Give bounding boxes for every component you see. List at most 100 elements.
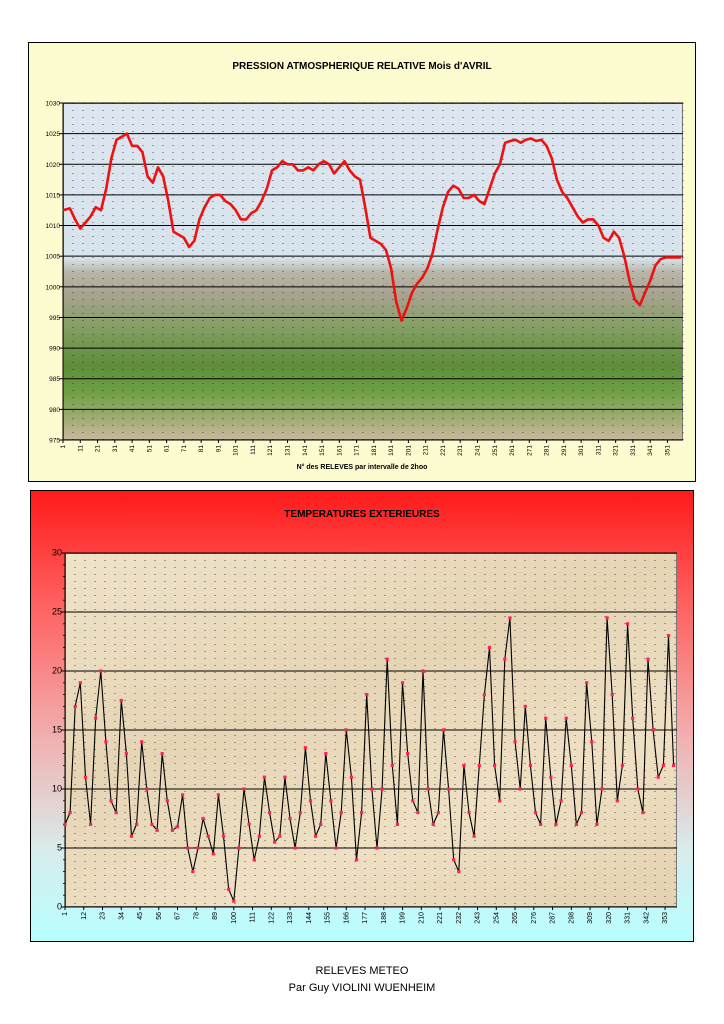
pressure-chart-svg: 975 980 985 990 995 1000 1005 1010 1015 1020 1025 1… [46, 101, 684, 456]
temperature-data-point [124, 752, 128, 756]
pressure-chart-title: PRESSION ATMOSPHERIQUE RELATIVE Mois d'A… [232, 61, 492, 72]
pressure-ytick-label: 1015 [46, 192, 61, 199]
temperature-data-point [564, 716, 568, 720]
pressure-ytick-label: 975 [49, 438, 60, 445]
temperature-data-point [232, 899, 236, 903]
temperature-data-point [605, 616, 609, 620]
pressure-xtick-label: 11 [77, 445, 84, 452]
pressure-xtick-label: 231 [457, 445, 464, 456]
temperature-data-point [94, 716, 98, 720]
pressure-xtick-label: 151 [319, 445, 326, 456]
temperature-data-point [104, 740, 108, 744]
temperature-ytick-label: 15 [52, 725, 62, 735]
pressure-xtick-label: 61 [164, 445, 171, 453]
temperature-xtick-label: 23 [100, 912, 107, 920]
temperature-data-point [600, 787, 604, 791]
temperature-data-point [227, 887, 231, 891]
temperature-data-point [201, 816, 205, 821]
pressure-xtick-label: 21 [95, 445, 102, 453]
temperature-data-point [262, 775, 267, 779]
temperature-data-point [533, 811, 538, 815]
temperature-xtick-label: 320 [606, 912, 613, 924]
temperature-data-point [482, 693, 486, 697]
temperature-data-point [211, 852, 215, 856]
temperature-data-point [477, 763, 481, 767]
pressure-xtick-label: 301 [578, 445, 585, 456]
footer-title: RELEVES METEO [315, 965, 409, 977]
temperature-data-point [671, 763, 676, 767]
temperature-data-point [191, 870, 195, 874]
temperature-series-line [64, 617, 675, 902]
temperature-data-point [83, 775, 88, 779]
pressure-xtick-label: 171 [354, 445, 361, 456]
temperature-ytick-label: 30 [52, 548, 62, 558]
temperature-data-point [544, 716, 548, 720]
temperature-xtick-label: 111 [250, 912, 257, 923]
pressure-ytick-label: 990 [49, 346, 60, 353]
pressure-series-line [62, 132, 682, 322]
temperature-data-point [666, 634, 671, 638]
pressure-ytick-label: 995 [49, 315, 60, 322]
temperature-data-point [78, 681, 82, 685]
pressure-xtick-label: 161 [336, 445, 343, 456]
footer-author: Par Guy VIOLINI WUENHEIM [288, 982, 436, 994]
temperature-data-point [503, 657, 507, 661]
temperature-data-point [631, 716, 635, 720]
temperature-data-point [298, 811, 302, 815]
temperature-data-point [303, 746, 307, 750]
temperature-data-point [339, 811, 343, 815]
temperature-xtick-label: 188 [381, 912, 388, 924]
temperature-data-point [114, 811, 118, 815]
temperature-xtick-label: 342 [643, 912, 650, 924]
pressure-xtick-label: 311 [595, 445, 602, 456]
temperature-data-point [278, 834, 282, 838]
temperature-data-point [375, 846, 379, 850]
temperature-data-point [579, 811, 584, 815]
temperature-data-point [150, 822, 154, 826]
temperature-data-point [574, 822, 579, 826]
temperature-data-point [528, 763, 532, 767]
temperature-xtick-label: 78 [193, 912, 200, 920]
temperature-data-point [73, 704, 77, 708]
temperature-data-point [170, 828, 174, 832]
temperature-data-point [242, 787, 246, 791]
temperature-xtick-label: 45 [137, 912, 144, 920]
temperature-data-point [63, 822, 67, 826]
temperature-data-point [452, 858, 456, 862]
pressure-xtick-label: 141 [302, 445, 309, 456]
temperature-data-point [145, 787, 149, 791]
pressure-xtick-label: 131 [285, 445, 292, 456]
pressure-ytick-label: 1005 [46, 254, 61, 261]
temperature-xtick-label: 331 [625, 912, 632, 924]
temperature-data-point [119, 698, 123, 703]
temperature-xtick-label: 243 [475, 912, 482, 924]
temperature-xtick-label: 309 [587, 912, 594, 924]
temperature-data-point [308, 799, 313, 803]
temperature-data-point [329, 799, 333, 803]
temperature-data-point [134, 822, 139, 826]
temperature-data-point [620, 763, 625, 767]
temperature-data-point [313, 834, 318, 838]
pressure-ytick-label: 980 [49, 407, 60, 414]
temperature-xtick-label: 276 [531, 912, 538, 924]
temperature-data-point [385, 657, 389, 661]
pressure-ytick-label: 1025 [46, 131, 61, 138]
temperature-data-point [467, 811, 471, 815]
temperature-data-point [221, 834, 226, 838]
pressure-xtick-label: 51 [146, 445, 153, 453]
temperature-data-point [334, 846, 338, 850]
temperature-xtick-label: 56 [156, 912, 163, 920]
temperature-data-point [431, 822, 435, 826]
pressure-xtick-label: 101 [233, 445, 240, 456]
temperature-data-point [569, 763, 573, 767]
pressure-xtick-label: 211 [423, 445, 430, 456]
pressure-xtick-label: 331 [630, 445, 637, 456]
temperature-data-point [646, 657, 650, 661]
pressure-xtick-label: 351 [664, 445, 671, 456]
pressure-ytick-label: 985 [49, 376, 60, 383]
temperature-data-point [508, 616, 512, 620]
temperature-data-point [155, 828, 159, 832]
temperature-xtick-label: 210 [418, 912, 425, 924]
temperature-data-point [293, 846, 297, 850]
temperature-data-point [457, 870, 461, 874]
